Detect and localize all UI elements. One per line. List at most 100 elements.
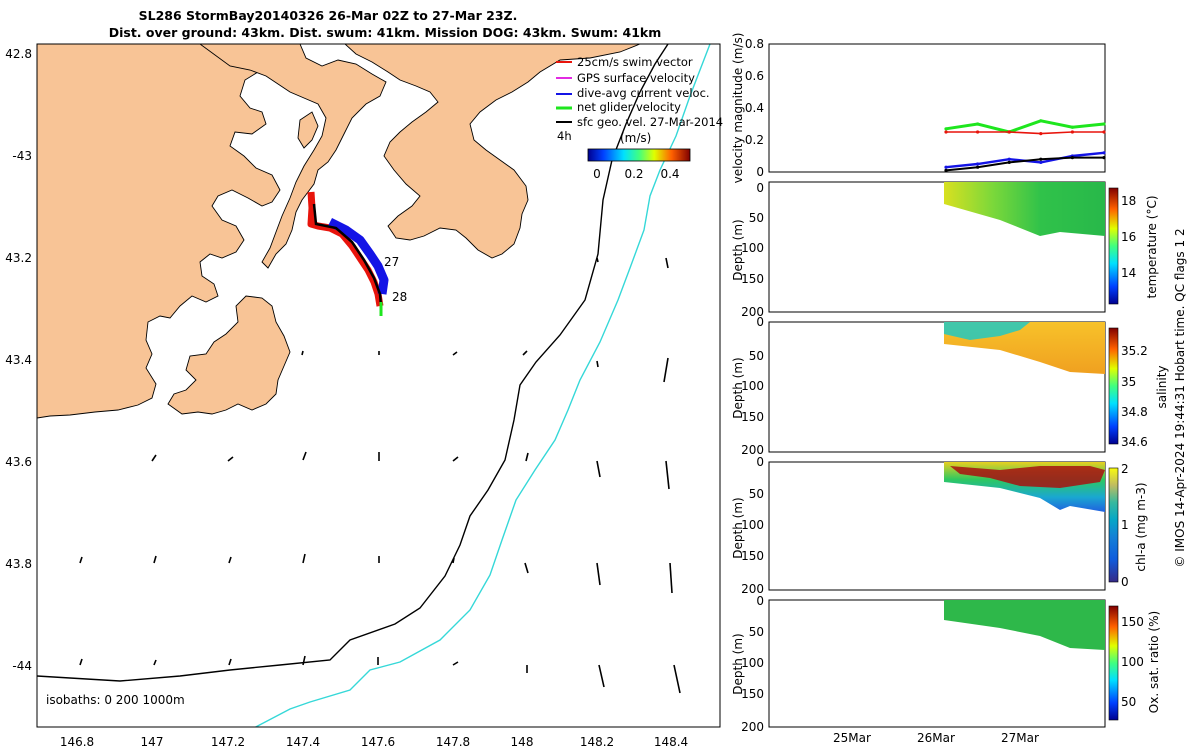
day-label-28: 28: [392, 290, 407, 304]
legend-4h: 4h: [557, 129, 572, 143]
svg-text:150: 150: [1121, 615, 1144, 629]
colorbar-unit: (m/s): [620, 131, 651, 145]
svg-text:14: 14: [1121, 266, 1136, 280]
temperature-panel: 18 16 14 temperature (°C) 0 50 100 150 2…: [731, 181, 1159, 319]
svg-text:0: 0: [756, 181, 764, 195]
svg-text:16: 16: [1121, 230, 1136, 244]
svg-text:150: 150: [741, 410, 764, 424]
legend-sfc: sfc geo. vel. 27-Mar-2014: [577, 115, 723, 129]
svg-text:147: 147: [141, 735, 164, 749]
velocity-point: [976, 130, 980, 134]
chla-panel: 2 1 0 chl-a (mg m-3) 0 50 100 150 200 De…: [731, 455, 1148, 596]
svg-text:42.8: 42.8: [5, 47, 32, 61]
chla-colorbar: [1108, 467, 1119, 583]
day-label-27: 27: [384, 255, 399, 269]
svg-text:34.6: 34.6: [1121, 435, 1148, 449]
land-east: [344, 44, 641, 259]
svg-text:200: 200: [741, 720, 764, 734]
velocity-point: [944, 165, 948, 169]
svg-text:1: 1: [1121, 518, 1129, 532]
oxygen-panel: 150 100 50 Ox. sat. ratio (%) 0 50 100 1…: [731, 594, 1161, 734]
svg-text:0: 0: [756, 594, 764, 608]
velocity-point: [1039, 157, 1043, 161]
velocity-point: [1102, 151, 1106, 155]
map-colorbar: [587, 148, 691, 162]
svg-text:43.8: 43.8: [5, 557, 32, 571]
svg-text:100: 100: [741, 656, 764, 670]
svg-text:147.8: 147.8: [436, 735, 470, 749]
land-west: [37, 44, 301, 419]
svg-text:50: 50: [749, 211, 764, 225]
velocity-point: [1102, 156, 1106, 160]
svg-text:200: 200: [741, 305, 764, 319]
temperature-colorbar: [1108, 187, 1119, 305]
svg-text:150: 150: [741, 272, 764, 286]
velocity-point: [944, 127, 948, 131]
oxygen-cbar-label: Ox. sat. ratio (%): [1147, 611, 1161, 713]
isobath-1000: [254, 44, 711, 727]
oxygen-section: [944, 600, 1105, 650]
legend-current: dive-avg current veloc.: [577, 86, 710, 100]
temperature-ylabel: Depth (m): [731, 219, 745, 280]
svg-text:35.2: 35.2: [1121, 344, 1148, 358]
svg-text:0.6: 0.6: [745, 69, 764, 83]
legend-net: net glider velocity: [577, 100, 681, 114]
svg-text:146.8: 146.8: [60, 735, 94, 749]
map-panel: 27 28 146.8 147 147.2 147.4 147.6 147.8: [5, 43, 723, 749]
svg-text:35: 35: [1121, 375, 1136, 389]
salinity-ylabel: Depth (m): [731, 357, 745, 418]
oxygen-colorbar: [1108, 605, 1119, 721]
svg-text:0: 0: [756, 455, 764, 469]
svg-text:148.4: 148.4: [654, 735, 688, 749]
land-island: [297, 111, 319, 149]
track-current-velocity: [327, 217, 389, 295]
salinity-colorbar: [1108, 327, 1119, 445]
svg-text:2: 2: [1121, 462, 1129, 476]
chla-cbar-label: chl-a (mg m-3): [1134, 482, 1148, 571]
svg-text:50: 50: [749, 625, 764, 639]
svg-text:147.6: 147.6: [361, 735, 395, 749]
velocity-point: [944, 130, 948, 134]
sfc-vectors: [79, 155, 681, 694]
title-line-1: SL286 StormBay20140326 26-Mar 02Z to 27-…: [139, 8, 518, 23]
svg-text:200: 200: [741, 443, 764, 457]
velocity-panel: 0 0.2 0.4 0.6 0.8 velocity magnitude (m/…: [731, 33, 1106, 183]
date-axis: 25Mar 26Mar 27Mar: [833, 731, 1039, 745]
svg-text:50: 50: [749, 487, 764, 501]
velocity-series-sfc-geo-vel-: [945, 156, 1104, 172]
svg-text:25Mar: 25Mar: [833, 731, 871, 745]
map-x-ticks: 146.8 147 147.2 147.4 147.6 147.8 148 14…: [60, 735, 688, 749]
temperature-section: [944, 182, 1105, 236]
temperature-cbar-label: temperature (°C): [1145, 196, 1159, 299]
velocity-point: [1039, 132, 1043, 136]
velocity-point: [944, 168, 948, 172]
land-central: [199, 44, 387, 269]
title-line-2: Dist. over ground: 43km. Dist. swum: 41k…: [109, 25, 662, 40]
velocity-series-swim-vector: [946, 131, 1104, 135]
velocity-point: [1007, 160, 1011, 164]
velocity-point: [1070, 156, 1074, 160]
velocity-point: [1102, 130, 1106, 134]
svg-text:27Mar: 27Mar: [1001, 731, 1039, 745]
svg-text:43.4: 43.4: [5, 353, 32, 367]
isobath-label: isobaths: 0 200 1000m: [46, 693, 185, 707]
svg-text:43.2: 43.2: [5, 251, 32, 265]
glider-track: 27 28: [307, 191, 407, 316]
track-net-velocity: [312, 203, 383, 307]
velocity-point: [1102, 122, 1106, 126]
velocity-point: [1070, 130, 1074, 134]
svg-text:34.8: 34.8: [1121, 405, 1148, 419]
chla-max-layer: [950, 466, 1105, 488]
velocity-point: [1007, 157, 1011, 161]
svg-text:100: 100: [741, 518, 764, 532]
svg-text:50: 50: [1121, 695, 1136, 709]
land-south: [167, 295, 291, 415]
velocity-point: [976, 122, 980, 126]
velocity-point: [1070, 125, 1074, 129]
velocity-lines: [944, 119, 1106, 172]
svg-text:50: 50: [749, 349, 764, 363]
colorbar-tick-0: 0: [593, 167, 601, 181]
velocity-point: [976, 162, 980, 166]
svg-text:43.6: 43.6: [5, 455, 32, 469]
